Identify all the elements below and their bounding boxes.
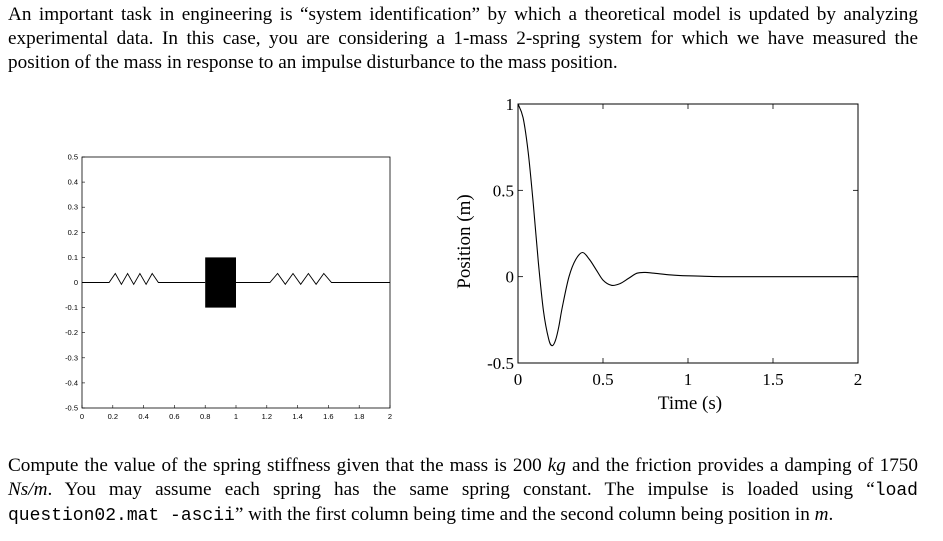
- diagram-y-tick-label: -0.5: [65, 404, 78, 413]
- diagram-x-tick-label: 1: [234, 412, 238, 421]
- diagram-x-tick-label: 0.4: [138, 412, 148, 421]
- diagram-x-tick-label: 0.2: [108, 412, 118, 421]
- x-tick-label: 0.5: [592, 370, 613, 389]
- question-text-2: and the friction provides a damping of 1…: [565, 455, 918, 476]
- y-tick-label: 1: [506, 95, 515, 114]
- diagram-x-tick-label: 0.6: [169, 412, 179, 421]
- damping-unit: Ns/m: [8, 479, 48, 500]
- mass-block: [205, 257, 236, 308]
- diagram-x-tick-label: 1.4: [292, 412, 302, 421]
- question-text-3: . You may assume each spring has the sam…: [47, 479, 875, 500]
- diagram-y-tick-label: 0.3: [68, 203, 78, 212]
- diagram-y-tick-label: 0: [74, 278, 78, 287]
- x-tick-label: 0: [514, 370, 523, 389]
- diagram-x-tick-label: 1.8: [354, 412, 364, 421]
- x-axis-label: Time (s): [658, 393, 722, 414]
- diagram-x-tick-label: 0: [80, 412, 84, 421]
- position-series-line: [517, 103, 858, 347]
- x-tick-label: 1.5: [762, 370, 783, 389]
- position-unit: m: [814, 504, 829, 525]
- diagram-y-tick-label: 0.2: [68, 228, 78, 237]
- intro-paragraph: An important task in engineering is “sys…: [8, 3, 918, 75]
- x-tick-label: 2: [854, 370, 863, 389]
- question-paragraph: Compute the value of the spring stiffnes…: [8, 454, 918, 528]
- spring-mass-diagram: 0 0.2 0.4 0.6 0.8 1 1.2 1.4 1.6 1.8 2 0.5 0.4 0.3 0.2 0…: [65, 153, 392, 422]
- left-spring: [82, 272, 206, 286]
- right-spring: [236, 272, 390, 286]
- diagram-y-tick-label: 0.1: [68, 253, 78, 262]
- y-tick-label: -0.5: [487, 354, 514, 373]
- diagram-x-tick-label: 2: [388, 412, 392, 421]
- diagram-y-tick-label: -0.2: [65, 328, 78, 337]
- y-tick-label: 0: [506, 268, 515, 287]
- diagram-x-tick-label: 1.2: [262, 412, 272, 421]
- question-text-4: ” with the first column being time and t…: [234, 504, 815, 525]
- diagram-y-tick-label: 0.4: [68, 178, 78, 187]
- diagram-x-tick-label: 1.6: [323, 412, 333, 421]
- diagram-y-tick-label: -0.3: [65, 353, 78, 362]
- diagram-y-tick-label: -0.1: [65, 303, 78, 312]
- y-axis-label: Position (m): [454, 194, 475, 288]
- intro-text: An important task in engineering is “sys…: [8, 4, 918, 73]
- diagram-x-tick-label: 0.8: [200, 412, 210, 421]
- y-tick-label: 0.5: [493, 181, 514, 200]
- chart-frame: [517, 103, 859, 364]
- mass-unit: kg: [547, 455, 566, 476]
- diagram-y-tick-label: 0.5: [68, 153, 78, 162]
- question-text-1: Compute the value of the spring stiffnes…: [8, 455, 548, 476]
- x-tick-label: 1: [684, 370, 693, 389]
- diagram-y-tick-label: -0.4: [65, 378, 78, 387]
- question-text-5: .: [828, 504, 834, 525]
- code-snippet: load question02.mat -ascii: [8, 481, 918, 526]
